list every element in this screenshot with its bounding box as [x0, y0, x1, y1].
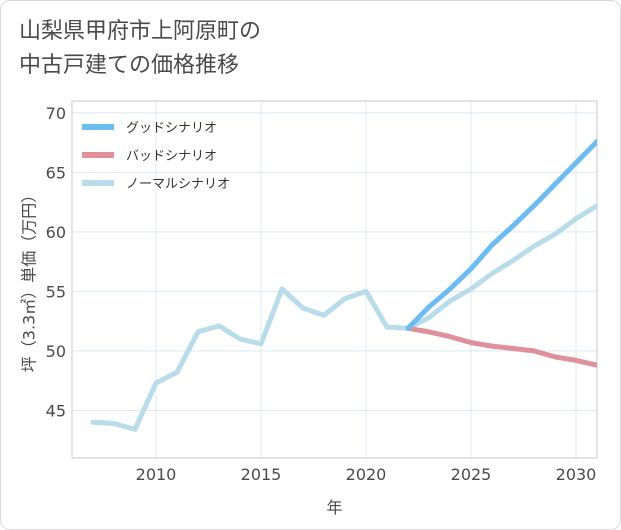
series-line-1: [405, 325, 597, 368]
y-axis: 45 50 55 60 65 70: [46, 104, 66, 420]
y-tick-label: 60: [46, 223, 66, 242]
legend-label: グッドシナリオ: [126, 121, 217, 136]
y-axis-title: 坪（3.3㎡）単価（万円）: [20, 187, 39, 372]
x-tick-label: 2010: [136, 465, 177, 484]
series-layer: [90, 139, 597, 432]
y-tick-label: 50: [46, 342, 66, 361]
y-tick-label: 70: [46, 104, 66, 123]
legend-label: バッドシナリオ: [126, 149, 217, 164]
series-line-2: [90, 203, 597, 432]
plot-frame: [71, 100, 598, 459]
chart-title-line2: 中古戸建ての価格推移: [19, 53, 240, 78]
x-axis-title: 年: [326, 498, 342, 517]
x-tick-label: 2030: [556, 465, 597, 484]
x-tick-label: 2020: [346, 465, 387, 484]
x-tick-label: 2015: [241, 465, 282, 484]
grid: [72, 101, 597, 458]
chart-title-line1: 山梨県甲府市上阿原町の: [19, 19, 262, 44]
y-tick-label: 55: [46, 282, 66, 301]
chart-title: 山梨県甲府市上阿原町の 中古戸建ての価格推移: [19, 15, 261, 83]
x-tick-label: 2025: [451, 465, 492, 484]
series-line-0: [405, 139, 597, 331]
x-axis: 2010 2015 2020 2025 2030: [136, 465, 597, 484]
y-tick-label: 65: [46, 163, 66, 182]
y-tick-label: 45: [46, 401, 66, 420]
legend-label: ノーマルシナリオ: [126, 177, 230, 192]
